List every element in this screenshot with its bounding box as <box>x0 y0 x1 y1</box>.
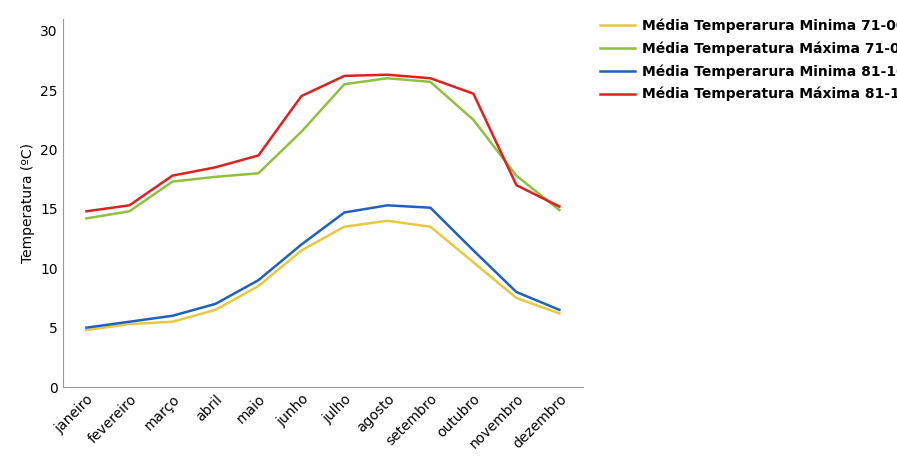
Média Temperarura Minima 81-10 <box>554 307 565 312</box>
Média Temperarura Minima 71-00 <box>554 311 565 316</box>
Line: Média Temperarura Minima 81-10: Média Temperarura Minima 81-10 <box>86 205 560 328</box>
Média Temperatura Máxima 81-10 <box>210 165 221 170</box>
Média Temperatura Máxima 71-00 <box>425 79 436 84</box>
Média Temperatura Máxima 71-00 <box>382 76 393 81</box>
Média Temperatura Máxima 71-00 <box>253 170 264 176</box>
Média Temperatura Máxima 81-10 <box>425 76 436 81</box>
Média Temperatura Máxima 71-00 <box>511 173 522 178</box>
Média Temperatura Máxima 71-00 <box>339 81 350 87</box>
Média Temperarura Minima 81-10 <box>167 313 178 319</box>
Média Temperatura Máxima 71-00 <box>210 174 221 180</box>
Média Temperatura Máxima 81-10 <box>511 182 522 188</box>
Média Temperarura Minima 81-10 <box>511 289 522 295</box>
Line: Média Temperatura Máxima 81-10: Média Temperatura Máxima 81-10 <box>86 75 560 211</box>
Y-axis label: Temperatura (ºC): Temperatura (ºC) <box>21 143 35 263</box>
Média Temperarura Minima 71-00 <box>124 321 135 327</box>
Média Temperatura Máxima 81-10 <box>339 73 350 79</box>
Média Temperatura Máxima 81-10 <box>81 209 91 214</box>
Média Temperatura Máxima 81-10 <box>382 72 393 77</box>
Média Temperatura Máxima 81-10 <box>554 204 565 210</box>
Média Temperarura Minima 81-10 <box>210 301 221 307</box>
Média Temperarura Minima 71-00 <box>511 295 522 301</box>
Média Temperarura Minima 81-10 <box>425 205 436 211</box>
Média Temperarura Minima 81-10 <box>81 325 91 330</box>
Média Temperarura Minima 81-10 <box>253 278 264 283</box>
Line: Média Temperatura Máxima 71-00: Média Temperatura Máxima 71-00 <box>86 78 560 219</box>
Média Temperarura Minima 71-00 <box>253 283 264 289</box>
Média Temperarura Minima 71-00 <box>167 319 178 325</box>
Média Temperarura Minima 71-00 <box>210 307 221 312</box>
Média Temperarura Minima 81-10 <box>382 202 393 208</box>
Média Temperarura Minima 81-10 <box>339 210 350 215</box>
Média Temperatura Máxima 71-00 <box>296 129 307 135</box>
Média Temperatura Máxima 71-00 <box>554 207 565 213</box>
Legend: Média Temperarura Minima 71-00, Média Temperatura Máxima 71-00, Média Temperarur: Média Temperarura Minima 71-00, Média Te… <box>600 18 897 101</box>
Média Temperarura Minima 71-00 <box>296 248 307 253</box>
Média Temperatura Máxima 71-00 <box>167 179 178 185</box>
Média Temperarura Minima 71-00 <box>81 327 91 333</box>
Média Temperatura Máxima 81-10 <box>253 152 264 158</box>
Média Temperatura Máxima 81-10 <box>468 91 479 97</box>
Média Temperarura Minima 71-00 <box>425 224 436 229</box>
Média Temperatura Máxima 81-10 <box>296 93 307 99</box>
Média Temperarura Minima 81-10 <box>468 248 479 253</box>
Média Temperarura Minima 81-10 <box>124 319 135 325</box>
Média Temperatura Máxima 81-10 <box>124 202 135 208</box>
Média Temperatura Máxima 71-00 <box>468 117 479 123</box>
Média Temperarura Minima 71-00 <box>468 260 479 265</box>
Média Temperarura Minima 81-10 <box>296 242 307 247</box>
Média Temperarura Minima 71-00 <box>339 224 350 229</box>
Média Temperatura Máxima 81-10 <box>167 173 178 178</box>
Line: Média Temperarura Minima 71-00: Média Temperarura Minima 71-00 <box>86 221 560 330</box>
Média Temperarura Minima 71-00 <box>382 218 393 224</box>
Média Temperatura Máxima 71-00 <box>81 216 91 221</box>
Média Temperatura Máxima 71-00 <box>124 209 135 214</box>
